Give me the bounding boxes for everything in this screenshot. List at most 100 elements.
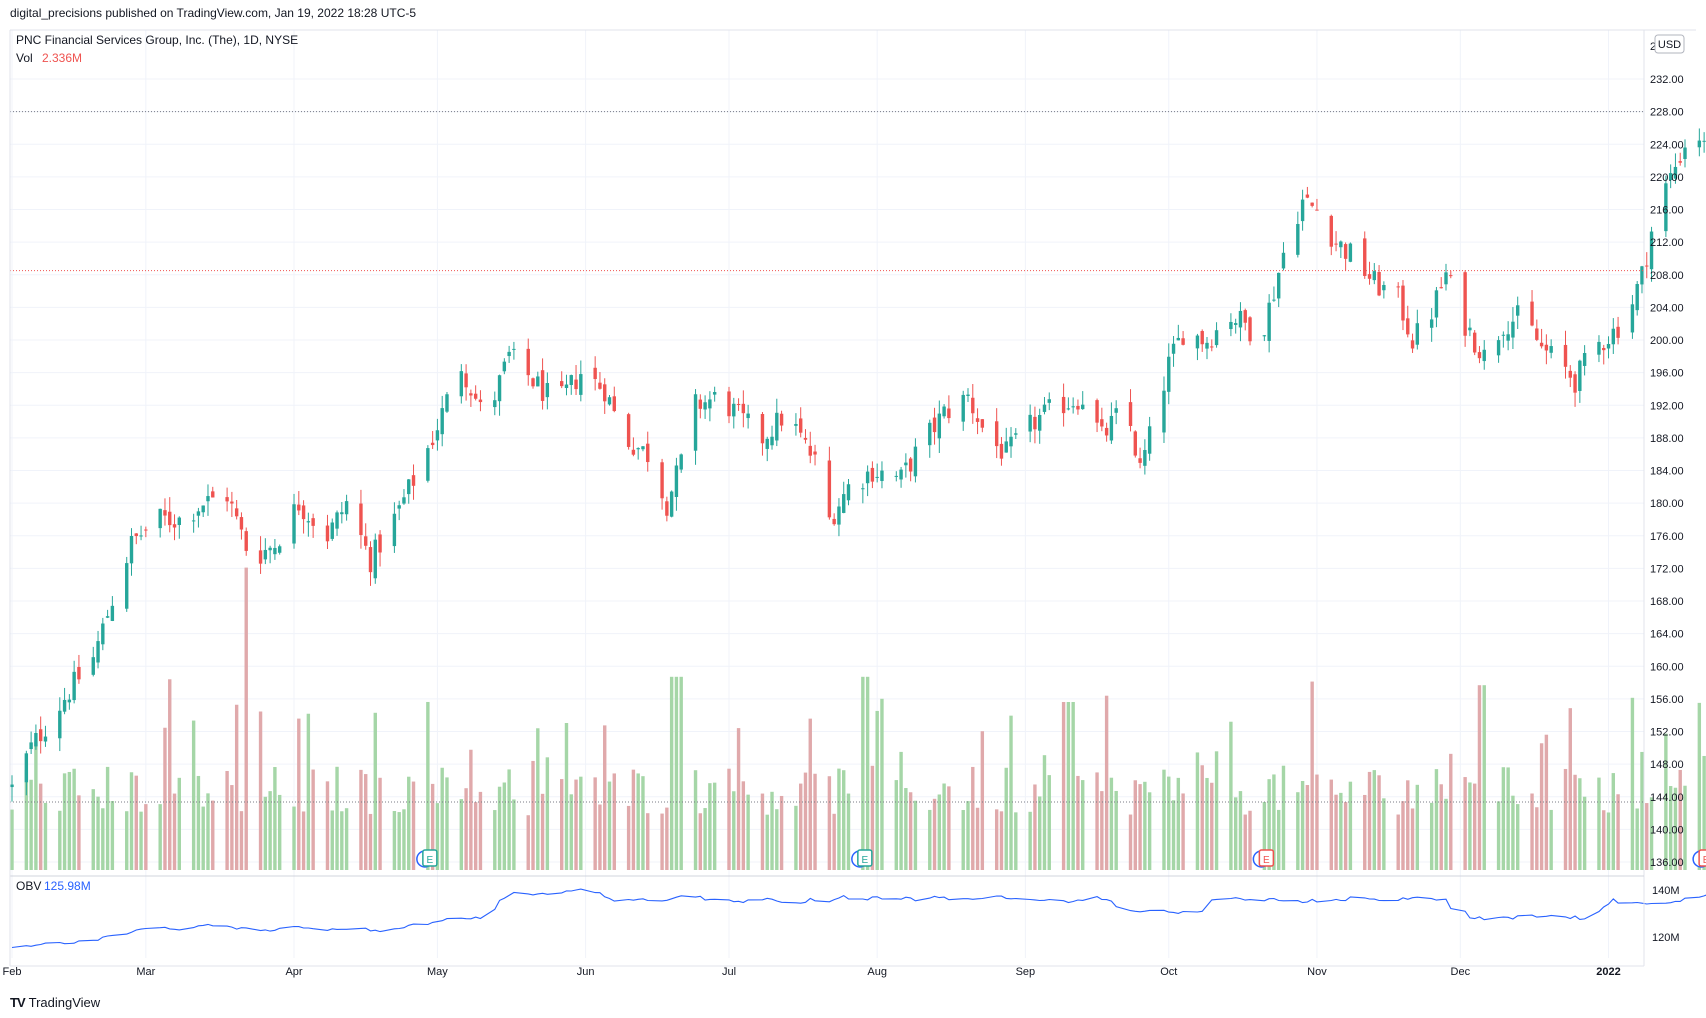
candle-body [1114,408,1118,413]
candle-body [38,729,43,742]
axes: 232.00 228.00 224.00 220.00 216.00 212.00 208.… [3,29,1696,978]
volume-bar [1702,755,1706,870]
earnings-markers[interactable]: EEEE [416,849,1706,868]
volume-bar [904,788,908,870]
volume-bar [832,813,836,870]
price-tick-label: 152.00 [1650,727,1684,739]
volume-bar [899,751,903,870]
volume-bar [325,781,330,870]
candle-body [301,505,306,520]
candle-body [736,403,741,405]
candle-body [741,403,746,414]
candle-body [1582,353,1587,366]
candle-body [899,469,903,480]
volume-bar [775,809,779,870]
volume-bar [1138,784,1142,870]
candle-body [1544,344,1549,351]
price-tick-label: 156.00 [1650,694,1684,706]
volume-bar [344,808,349,870]
candle-body [1100,419,1104,427]
volume-bar [1363,794,1367,870]
candle-body [607,397,612,405]
volume-bar [330,810,334,870]
candle-body [1033,416,1037,430]
volume-bar [211,800,215,870]
candle-body [91,657,95,675]
candle-body [1210,346,1214,348]
candle-body [712,392,717,395]
candle-body [268,547,272,551]
candle-body [569,375,573,385]
candle-body [631,449,636,455]
candle-body [1310,202,1314,206]
volume-bar [1214,751,1219,870]
volume-bar [937,794,942,870]
volume-bar [10,809,14,870]
earnings-marker-box [857,849,873,867]
candle-body [1568,370,1572,378]
volume-bar [1573,774,1577,870]
brand[interactable]: TV TradingView [10,995,100,1010]
price-tick-label: 148.00 [1650,759,1684,771]
price-tick-label: 232.00 [1650,74,1684,86]
obv-tick-label: 120M [1652,932,1680,944]
volume-bar [674,676,679,870]
volume-bar [1482,685,1486,870]
volume-bar [1377,775,1381,870]
volume-bar [1162,769,1166,870]
volume-bar [225,770,229,870]
candle-body [373,539,377,579]
candle-body [808,445,812,456]
volume-bar [129,772,134,870]
candle-body [1611,328,1615,345]
publish-header: digital_precisions published on TradingV… [10,6,417,20]
candle-body [1305,194,1310,198]
volume-bar [646,813,650,870]
candle-body [1702,140,1706,142]
volume-bar [1673,787,1678,870]
earnings-marker-box [1698,849,1706,867]
candle-body [579,374,583,395]
candle-body [273,547,277,555]
volume-bar [1539,743,1544,870]
volume-bar [1305,785,1310,870]
volume-bar [727,768,731,870]
candle-body [646,443,650,463]
candle-body [1205,342,1209,349]
currency-badge[interactable] [1654,34,1685,54]
volume-bar [1501,767,1506,870]
volume-bar [72,768,76,870]
volume-bar [1396,814,1400,870]
candle-body [478,399,483,403]
volume-bar [402,809,406,870]
price-tick-label: 144.00 [1650,792,1684,804]
candle-body [378,534,382,553]
candle-body [440,408,444,435]
volume-bar [101,808,105,870]
volume-bar [1081,780,1085,870]
candle-body [1482,349,1486,362]
volume-bar [1038,796,1042,870]
candle-body [364,536,368,546]
volume-bar [134,775,138,870]
volume-bar [172,793,177,870]
volume-bar [1210,782,1214,870]
candle-body [201,505,205,513]
candle-body [540,370,545,401]
volume-bar [1477,685,1482,870]
candle-body [894,475,898,477]
candle-body [636,448,640,450]
volume-bar [1047,775,1051,870]
volume-bar [469,749,473,870]
volume-bar [1568,708,1572,870]
volume-bar [1009,715,1013,870]
volume-bar [827,776,832,870]
volume-bar [1563,768,1568,870]
candle-body [1664,183,1668,232]
volume-bar [301,811,306,870]
candle-body [110,605,115,621]
volume-bars [10,567,1706,870]
volume-bar [445,777,449,870]
volume-bar [1635,808,1639,870]
